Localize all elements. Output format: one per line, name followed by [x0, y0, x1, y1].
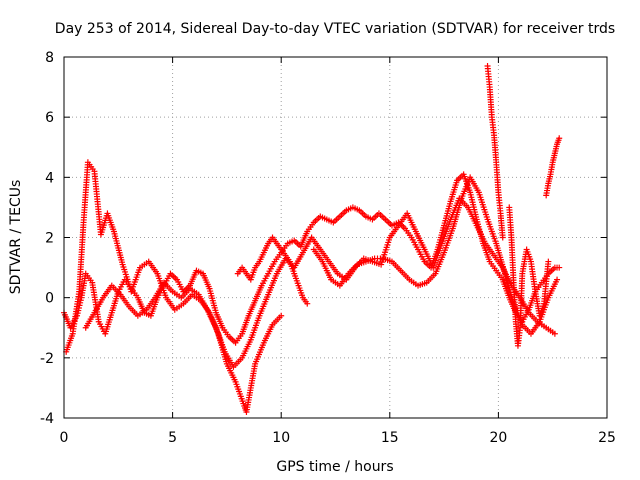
- data-point: [554, 276, 561, 283]
- data-point: [278, 312, 285, 319]
- series-track-c: [63, 159, 285, 415]
- y-tick-label: 8: [45, 50, 54, 66]
- x-tick-label: 10: [272, 430, 290, 446]
- y-tick-label: -4: [40, 411, 54, 427]
- data-point: [545, 258, 552, 265]
- series-track-f: [506, 204, 552, 349]
- grid-lines: [64, 57, 607, 418]
- x-tick-label: 5: [168, 430, 177, 446]
- data-point: [551, 330, 558, 337]
- axis-ticks: 0 5 10 15 20 25 -4 -2 0 2 4 6 8: [40, 50, 616, 446]
- series-track-h: [234, 234, 311, 307]
- x-tick-label: 15: [381, 430, 399, 446]
- plot-frame: [63, 56, 608, 419]
- x-axis-label: GPS time / hours: [276, 459, 393, 475]
- y-tick-label: 2: [45, 231, 54, 247]
- y-tick-label: 4: [45, 170, 54, 186]
- y-tick-label: -2: [40, 351, 54, 367]
- data-point: [304, 300, 311, 307]
- series-track-e: [484, 63, 506, 241]
- x-tick-label: 25: [598, 430, 616, 446]
- y-axis-label: SDTVAR / TECUs: [8, 180, 24, 295]
- y-tick-label: 6: [45, 110, 54, 126]
- x-tick-label: 0: [60, 430, 69, 446]
- chart-title: Day 253 of 2014, Sidereal Day-to-day VTE…: [55, 21, 615, 37]
- data-point: [556, 264, 563, 271]
- data-point: [499, 234, 506, 241]
- data-points: [61, 63, 563, 415]
- x-tick-label: 20: [489, 430, 507, 446]
- data-point: [556, 135, 563, 142]
- series-track-a: [61, 171, 563, 346]
- series-track-g: [543, 135, 563, 199]
- y-tick-label: 0: [45, 291, 54, 307]
